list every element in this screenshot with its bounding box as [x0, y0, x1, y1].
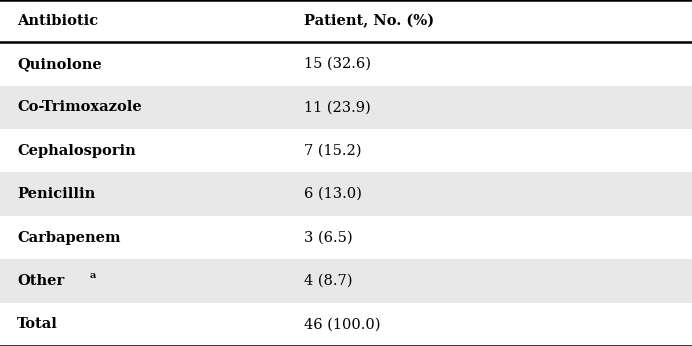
Text: Quinolone: Quinolone — [17, 57, 102, 71]
Text: Total: Total — [17, 317, 58, 331]
Text: 7 (15.2): 7 (15.2) — [304, 144, 362, 158]
Bar — [0, 0, 692, 42]
Text: Antibiotic: Antibiotic — [17, 14, 98, 28]
Text: 46 (100.0): 46 (100.0) — [304, 317, 381, 331]
Text: a: a — [90, 271, 96, 280]
Text: 15 (32.6): 15 (32.6) — [304, 57, 372, 71]
Text: Co-Trimoxazole: Co-Trimoxazole — [17, 100, 142, 114]
Bar — [0, 216, 692, 259]
Text: Cephalosporin: Cephalosporin — [17, 144, 136, 158]
Bar — [0, 129, 692, 172]
Bar — [0, 303, 692, 346]
Bar — [0, 172, 692, 216]
Text: 11 (23.9): 11 (23.9) — [304, 100, 371, 114]
Bar — [0, 42, 692, 85]
Bar — [0, 259, 692, 303]
Text: Other: Other — [17, 274, 64, 288]
Text: Penicillin: Penicillin — [17, 187, 95, 201]
Text: 4 (8.7): 4 (8.7) — [304, 274, 353, 288]
Text: Patient, No. (%): Patient, No. (%) — [304, 14, 435, 28]
Text: 6 (13.0): 6 (13.0) — [304, 187, 363, 201]
Text: Carbapenem: Carbapenem — [17, 230, 121, 245]
Text: 3 (6.5): 3 (6.5) — [304, 230, 353, 245]
Bar — [0, 85, 692, 129]
